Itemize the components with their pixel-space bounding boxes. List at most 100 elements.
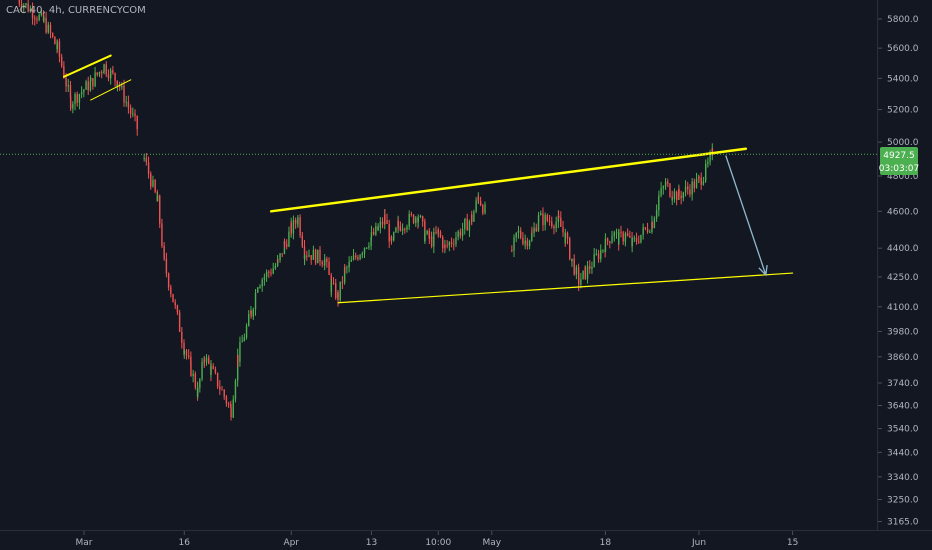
time-tick-label: 10:00 (425, 538, 451, 548)
projection-arrow-shaft (725, 155, 767, 276)
candle-down (689, 189, 691, 195)
candle-down (310, 255, 312, 260)
candle-up (370, 237, 372, 247)
candle-down (306, 255, 308, 257)
candle-up (691, 181, 693, 195)
candle-up (375, 226, 377, 235)
candle-down (136, 115, 138, 130)
candle-down (172, 294, 174, 303)
price-axis[interactable]: 5800.0 5600.0 5400.0 5200.0 5000.0 4800.0 4600… (878, 15, 919, 528)
candle-up (424, 233, 426, 242)
candle-down (65, 77, 67, 87)
candle-down (441, 237, 444, 249)
candle-up (586, 265, 589, 279)
candle-down (410, 214, 413, 216)
candle-down (100, 71, 103, 73)
candle-down (520, 230, 522, 238)
candle-up (461, 229, 464, 236)
candle-down (644, 227, 647, 229)
candle-down (693, 181, 696, 189)
candle-up (245, 325, 248, 338)
price-tick-label: 4100.0 (887, 303, 919, 313)
candle-up (239, 342, 241, 362)
candle-down (546, 215, 549, 221)
candle-up (339, 281, 341, 301)
candle-up (368, 246, 370, 248)
candle-down (216, 372, 219, 387)
candle-down (268, 271, 270, 273)
candle-up (580, 279, 582, 285)
candle-down (646, 228, 649, 232)
candle-up (78, 94, 81, 103)
candle-up (56, 41, 58, 50)
candle-up (544, 215, 546, 226)
candle-up (684, 186, 687, 193)
candle-up (312, 249, 315, 260)
candle-down (562, 226, 564, 233)
candle-down (450, 242, 453, 244)
candle-up (116, 84, 119, 88)
candle-up (702, 181, 705, 185)
candle-up (401, 228, 404, 231)
candle-up (593, 254, 595, 268)
candle-up (370, 231, 373, 238)
candle-down (281, 253, 283, 255)
candle-down (212, 366, 214, 369)
trendline (62, 54, 112, 78)
candle-down (548, 220, 551, 222)
candle-up (591, 267, 593, 269)
time-tick-label: May (482, 538, 501, 548)
candle-down (230, 407, 232, 418)
candle-down (482, 205, 484, 214)
candle-up (89, 78, 92, 81)
candle-up (655, 210, 658, 219)
candle-up (611, 236, 613, 238)
candle-up (279, 253, 281, 261)
candle-down (105, 64, 107, 75)
candle-up (257, 288, 259, 290)
candle-up (393, 232, 395, 241)
candle-up (361, 253, 364, 256)
candle-down (669, 183, 671, 197)
candle-up (615, 232, 618, 234)
candle-up (695, 178, 698, 189)
candle-up (67, 85, 69, 87)
candle-down (127, 101, 130, 108)
candle-up (528, 240, 531, 247)
candle-down (154, 180, 156, 192)
time-axis[interactable]: Mar 16 Apr 13 10:00 May 18 Jun 15 (76, 531, 799, 548)
candle-down (31, 8, 34, 19)
candle-up (152, 180, 154, 187)
candle-down (584, 266, 587, 279)
price-tick-label: 3860.0 (887, 353, 919, 363)
candle-down (221, 389, 223, 391)
candle-up (201, 361, 203, 379)
candle-up (707, 161, 709, 164)
candle-down (651, 222, 653, 228)
current-price-label: 4927.5 03:03:07 (879, 147, 919, 175)
candle-up (83, 89, 85, 92)
candle-up (346, 267, 348, 269)
candle-down (675, 191, 678, 201)
candle-down (36, 19, 38, 21)
time-tick-label: Mar (76, 538, 93, 548)
candle-down (667, 181, 669, 184)
candle-down (381, 221, 384, 225)
candle-down (134, 113, 136, 116)
candle-down (337, 292, 339, 301)
candle-down (479, 200, 482, 206)
candle-down (129, 107, 132, 114)
candle-up (98, 71, 101, 75)
candle-up (236, 354, 239, 381)
candle-down (283, 241, 286, 245)
candle-up (85, 81, 87, 90)
candle-down (335, 283, 337, 299)
candle-up (640, 234, 642, 243)
candle-up (343, 267, 346, 283)
candle-down (466, 218, 468, 231)
candle-up (196, 387, 199, 397)
candle-down (446, 245, 448, 247)
candle-down (439, 232, 442, 238)
candle-down (551, 221, 553, 227)
